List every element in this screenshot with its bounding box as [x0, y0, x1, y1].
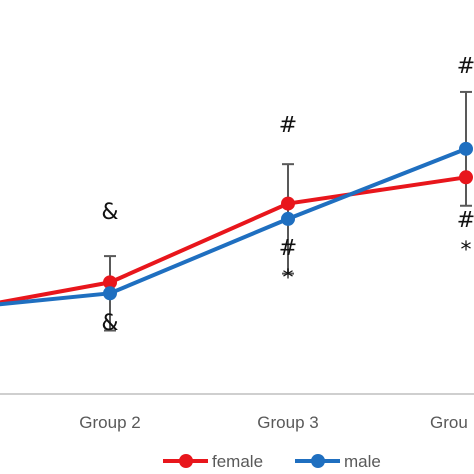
- legend-label-male: male: [344, 452, 381, 471]
- annotation-below: *: [283, 266, 294, 291]
- legend-item-female: female: [163, 452, 263, 471]
- series-line-male: [0, 146, 467, 307]
- series-lines: [0, 146, 467, 307]
- x-tick-label: Grou: [430, 413, 468, 432]
- x-tick-labels: Group 2 Group 3 Grou: [79, 413, 468, 432]
- data-point-female: [459, 170, 473, 185]
- data-point-female: [103, 275, 117, 290]
- series-line-female: [0, 175, 467, 305]
- annotations: & # # & # * # *: [101, 54, 474, 336]
- data-point-male: [281, 211, 295, 226]
- data-point-male: [103, 286, 117, 301]
- legend-label-female: female: [212, 452, 263, 471]
- legend-item-male: male: [295, 452, 381, 471]
- x-tick-label: Group 2: [79, 413, 140, 432]
- annotation-below: #: [457, 208, 474, 233]
- annotation-above: #: [457, 54, 474, 79]
- annotation-above: &: [101, 200, 118, 225]
- annotation-below: #: [279, 236, 297, 261]
- annotation-below: &: [101, 311, 118, 336]
- legend: female male: [163, 452, 381, 471]
- annotation-below: *: [461, 238, 472, 263]
- data-points: [103, 141, 473, 301]
- x-tick-label: Group 3: [257, 413, 318, 432]
- data-point-female: [281, 196, 295, 211]
- annotation-above: #: [279, 113, 297, 138]
- data-point-male: [459, 141, 473, 156]
